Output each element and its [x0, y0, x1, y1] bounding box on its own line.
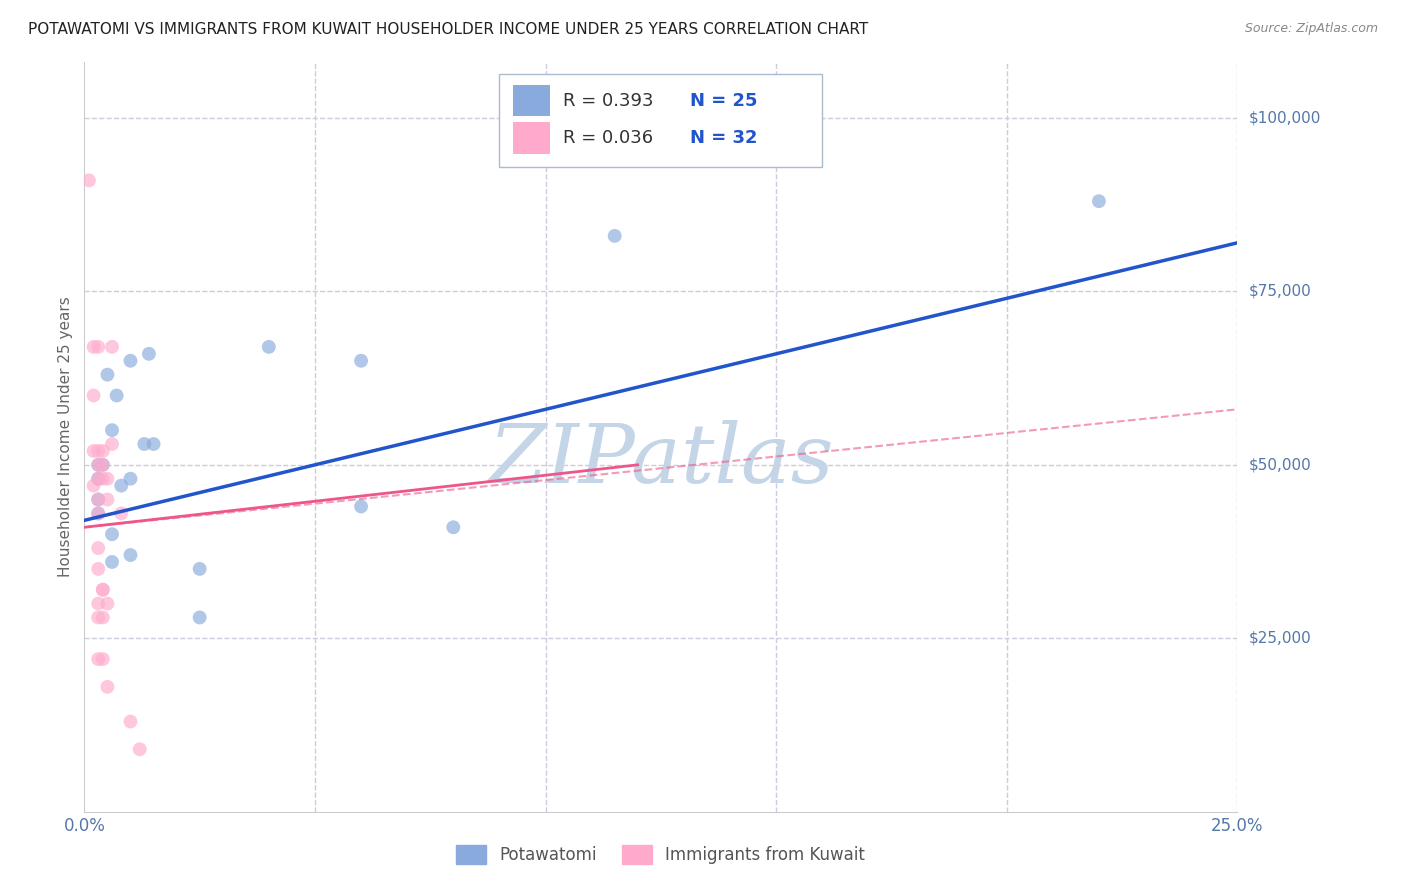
Point [96, 680, 118, 694]
Point [101, 527, 124, 541]
Point [441, 520, 464, 534]
Point [138, 347, 160, 361]
Point [87, 444, 110, 458]
Point [96, 492, 118, 507]
Point [105, 388, 128, 402]
Point [83, 444, 105, 458]
Point [83, 478, 105, 492]
Point [87, 610, 110, 624]
Point [91, 472, 114, 486]
Text: R = 0.036: R = 0.036 [562, 129, 652, 147]
Point [87, 472, 110, 486]
Point [101, 437, 124, 451]
Point [87, 472, 110, 486]
Point [110, 478, 132, 492]
Point [91, 582, 114, 597]
Point [87, 458, 110, 472]
Point [110, 507, 132, 521]
Point [128, 742, 150, 756]
Text: R = 0.393: R = 0.393 [562, 92, 654, 110]
Text: POTAWATOMI VS IMMIGRANTS FROM KUWAIT HOUSEHOLDER INCOME UNDER 25 YEARS CORRELATI: POTAWATOMI VS IMMIGRANTS FROM KUWAIT HOU… [28, 22, 869, 37]
Text: Source: ZipAtlas.com: Source: ZipAtlas.com [1244, 22, 1378, 36]
Point [350, 353, 373, 368]
Point [91, 458, 114, 472]
Point [96, 472, 118, 486]
Point [91, 458, 114, 472]
Point [101, 340, 124, 354]
Point [142, 437, 165, 451]
FancyBboxPatch shape [499, 74, 823, 168]
Text: $50,000: $50,000 [1249, 458, 1312, 473]
Point [87, 458, 110, 472]
Point [83, 388, 105, 402]
Point [91, 444, 114, 458]
Point [101, 423, 124, 437]
Point [87, 340, 110, 354]
Point [87, 492, 110, 507]
Text: $75,000: $75,000 [1249, 284, 1312, 299]
Point [120, 714, 142, 729]
Y-axis label: Householder Income Under 25 years: Householder Income Under 25 years [58, 297, 73, 577]
Point [91, 652, 114, 666]
Point [1088, 194, 1111, 209]
Point [188, 610, 211, 624]
Point [96, 597, 118, 611]
Point [91, 610, 114, 624]
FancyBboxPatch shape [513, 122, 550, 153]
Point [87, 597, 110, 611]
Point [87, 492, 110, 507]
Point [603, 228, 626, 243]
Point [87, 541, 110, 555]
Point [101, 555, 124, 569]
Point [120, 353, 142, 368]
Text: ZIPatlas: ZIPatlas [488, 419, 834, 500]
Point [91, 582, 114, 597]
Point [188, 562, 211, 576]
Point [257, 340, 280, 354]
Point [350, 500, 373, 514]
Text: $25,000: $25,000 [1249, 631, 1312, 646]
Point [120, 472, 142, 486]
Point [87, 652, 110, 666]
Point [83, 340, 105, 354]
Text: $100,000: $100,000 [1249, 111, 1320, 126]
Point [96, 368, 118, 382]
Point [87, 507, 110, 521]
Point [87, 507, 110, 521]
Point [134, 437, 156, 451]
Text: N = 25: N = 25 [690, 92, 758, 110]
Text: N = 32: N = 32 [690, 129, 758, 147]
Point [120, 548, 142, 562]
Point [77, 173, 100, 187]
Legend: Potawatomi, Immigrants from Kuwait: Potawatomi, Immigrants from Kuwait [450, 838, 872, 871]
Point [87, 562, 110, 576]
FancyBboxPatch shape [513, 85, 550, 116]
